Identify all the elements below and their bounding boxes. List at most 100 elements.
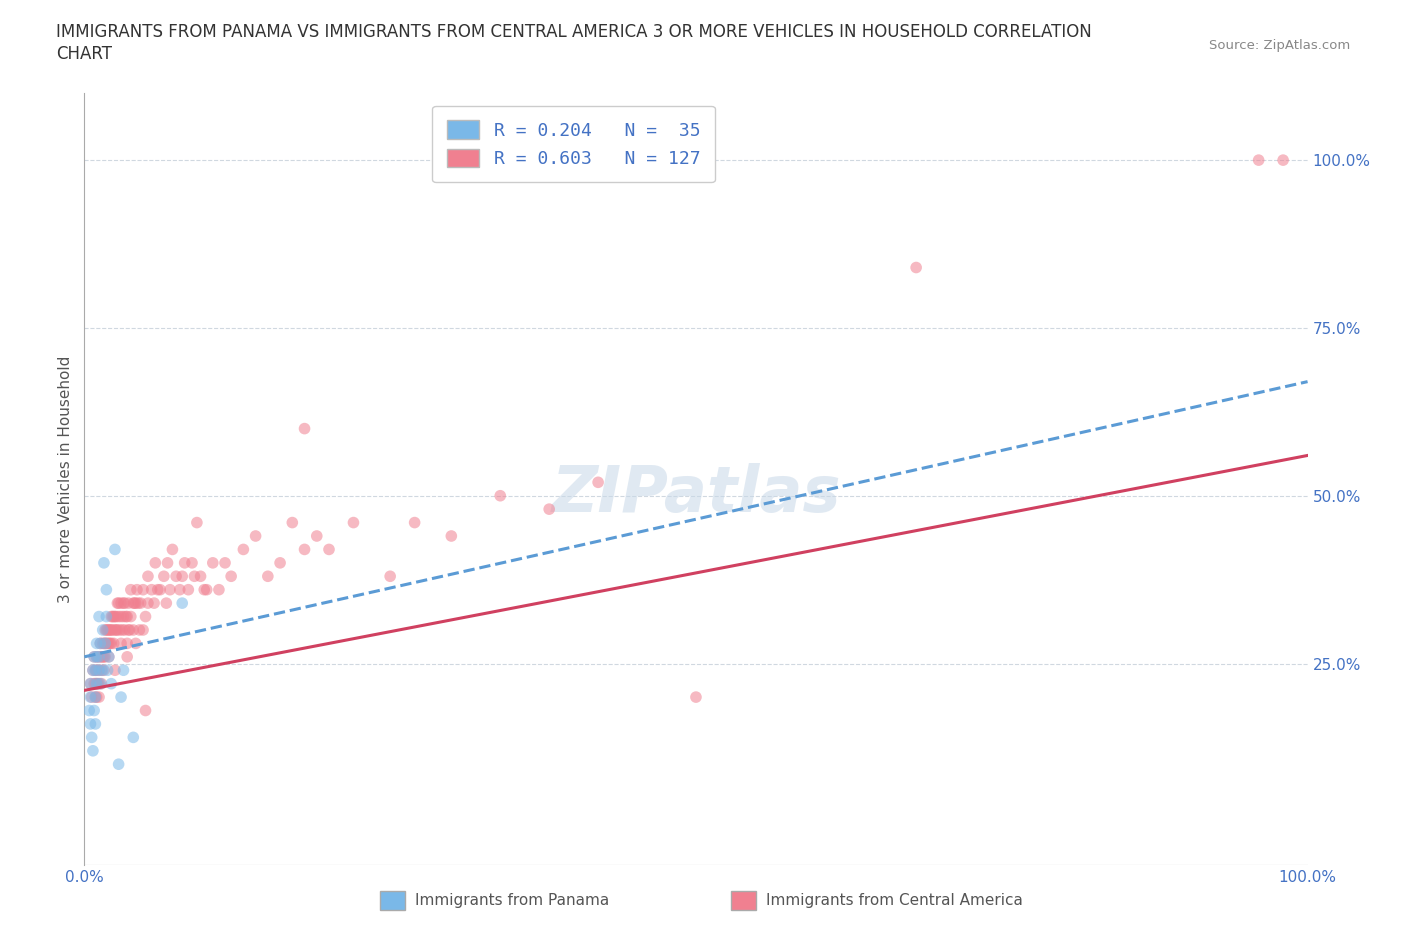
Point (136, 596, 159, 611)
Point (82, 663, 104, 678)
Point (103, 609, 125, 624)
Point (128, 622, 150, 637)
Point (214, 555, 236, 570)
Point (115, 609, 138, 624)
Point (83, 676, 105, 691)
Point (190, 569, 212, 584)
Point (94, 636, 117, 651)
Point (186, 515, 208, 530)
Point (404, 515, 426, 530)
Point (93, 663, 115, 678)
Point (107, 609, 129, 624)
Point (135, 609, 157, 624)
Point (97, 622, 120, 637)
Point (97, 663, 120, 678)
Point (94, 622, 117, 637)
Point (96, 636, 118, 651)
Point (98, 622, 121, 637)
Point (115, 609, 138, 624)
Point (108, 622, 131, 637)
Point (87, 649, 110, 664)
Text: CHART: CHART (56, 45, 112, 62)
Point (162, 542, 184, 557)
Point (342, 515, 364, 530)
Point (146, 582, 169, 597)
Point (90, 676, 112, 691)
Point (101, 609, 124, 624)
Point (143, 596, 166, 611)
Point (107, 757, 129, 772)
Point (91, 663, 114, 678)
Point (87, 609, 110, 624)
Point (105, 596, 128, 611)
Point (100, 676, 122, 691)
Point (94, 649, 117, 664)
Point (114, 596, 136, 611)
Point (117, 622, 139, 637)
Point (281, 515, 304, 530)
Point (82, 663, 104, 678)
Point (83, 649, 105, 664)
Point (100, 609, 122, 624)
Point (132, 582, 155, 597)
Point (685, 690, 707, 705)
Text: IMMIGRANTS FROM PANAMA VS IMMIGRANTS FROM CENTRAL AMERICA 3 OR MORE VEHICLES IN : IMMIGRANTS FROM PANAMA VS IMMIGRANTS FRO… (56, 23, 1092, 41)
Point (245, 528, 267, 543)
Point (93, 649, 115, 664)
Point (305, 528, 328, 543)
Point (208, 582, 231, 597)
Point (79, 676, 101, 691)
Point (97, 649, 120, 664)
Point (84, 716, 107, 731)
Point (96, 582, 118, 597)
Point (380, 569, 402, 584)
Point (125, 596, 148, 611)
Point (100, 636, 122, 651)
Point (86, 676, 108, 691)
Point (84, 663, 107, 678)
Point (149, 582, 172, 597)
Point (136, 569, 159, 584)
Point (122, 622, 145, 637)
Point (122, 730, 145, 745)
Point (489, 488, 512, 503)
Point (219, 569, 242, 584)
Point (97, 636, 120, 651)
Point (84, 690, 107, 705)
Point (172, 596, 194, 611)
Point (91, 636, 114, 651)
Point (107, 596, 129, 611)
Point (195, 582, 218, 597)
Point (143, 555, 166, 570)
Point (905, 260, 928, 275)
Point (115, 649, 138, 664)
Point (294, 542, 316, 557)
Point (1247, 153, 1270, 167)
Point (183, 569, 205, 584)
Text: Immigrants from Panama: Immigrants from Panama (415, 893, 609, 908)
Point (135, 703, 157, 718)
Point (173, 555, 195, 570)
Point (87, 676, 110, 691)
Point (257, 569, 280, 584)
Point (82, 743, 104, 758)
Point (125, 582, 148, 597)
Point (86, 690, 108, 705)
Point (104, 542, 127, 557)
Point (87, 663, 110, 678)
Point (80, 730, 103, 745)
Point (100, 622, 122, 637)
Text: ZIPatlas: ZIPatlas (551, 463, 841, 525)
Point (127, 596, 149, 611)
Point (84, 676, 107, 691)
Point (110, 690, 132, 705)
Point (84, 690, 107, 705)
Point (112, 596, 135, 611)
Point (96, 609, 118, 624)
Point (86, 649, 108, 664)
Point (153, 569, 176, 584)
Point (120, 582, 142, 597)
Point (159, 582, 181, 597)
Point (120, 609, 142, 624)
Point (129, 596, 152, 611)
